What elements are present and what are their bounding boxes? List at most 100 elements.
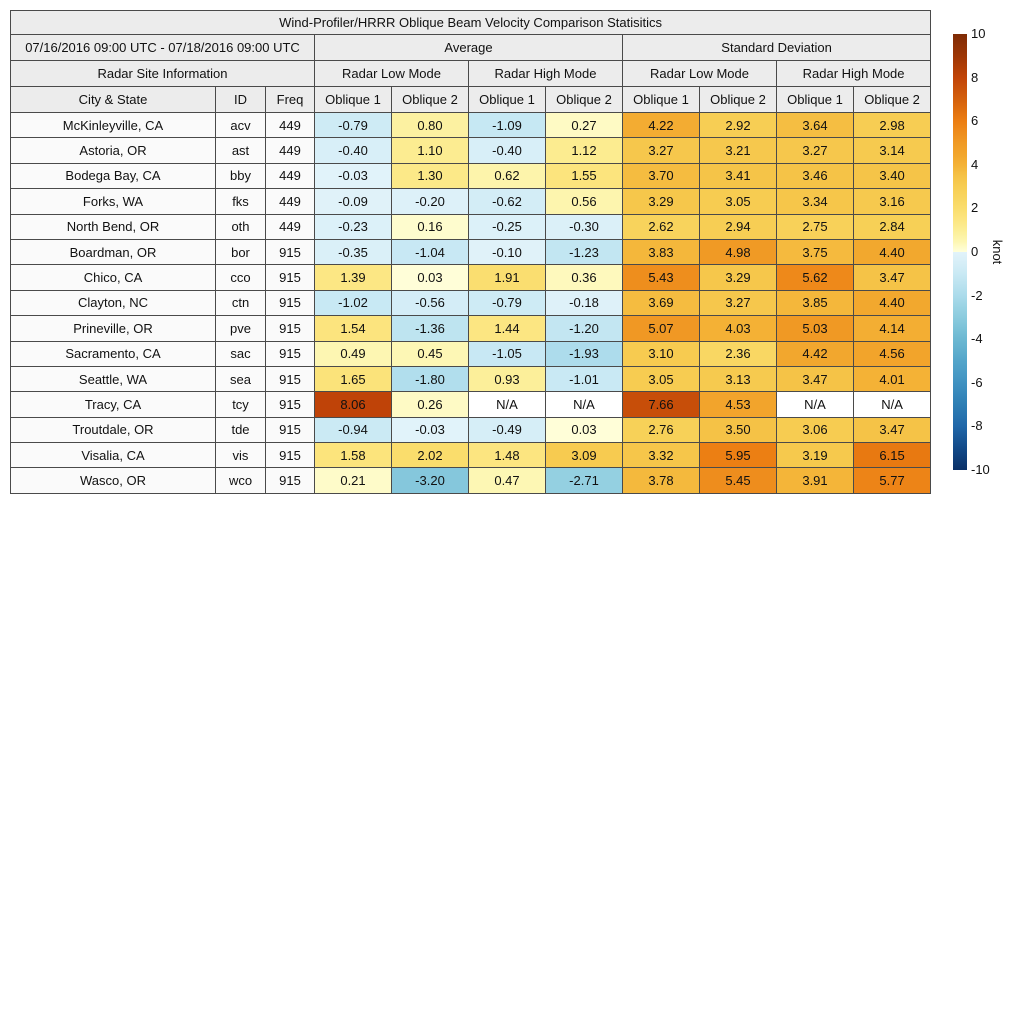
freq-cell: 915 bbox=[265, 467, 315, 494]
table-row: Astoria, OR ast 449 -0.40 1.10 -0.40 1.12 3.27 3… bbox=[10, 137, 932, 164]
value-cell: 3.83 bbox=[622, 238, 700, 266]
value-cell: 2.92 bbox=[699, 111, 777, 139]
value-cell: -1.80 bbox=[391, 365, 469, 393]
city-cell: Forks, WA bbox=[10, 188, 216, 215]
value-cell: 3.69 bbox=[622, 289, 700, 317]
value-cell: 3.05 bbox=[699, 188, 777, 215]
value-cell: 1.58 bbox=[314, 442, 392, 469]
freq-cell: 915 bbox=[265, 365, 315, 393]
value-cell: 5.07 bbox=[622, 315, 700, 342]
value-cell: -0.40 bbox=[314, 137, 392, 164]
value-cell: 0.56 bbox=[545, 188, 623, 215]
table-row: Bodega Bay, CA bby 449 -0.03 1.30 0.62 1.55 3.7… bbox=[10, 162, 932, 190]
id-cell: sac bbox=[215, 340, 266, 367]
value-cell: 5.77 bbox=[852, 467, 932, 494]
value-cell: -1.20 bbox=[545, 315, 623, 342]
table-row: Troutdale, OR tde 915 -0.94 -0.03 -0.49 0.03 2.… bbox=[10, 416, 932, 444]
mode-header-row: Radar Site Information Radar Low Mode Ra… bbox=[10, 60, 932, 87]
freq-cell: 449 bbox=[265, 137, 315, 164]
oblique2-header: Oblique 2 bbox=[545, 86, 623, 113]
value-cell: 3.47 bbox=[852, 416, 932, 444]
value-cell: 3.34 bbox=[776, 188, 854, 215]
city-cell: Clayton, NC bbox=[10, 289, 216, 317]
id-cell: pve bbox=[215, 315, 266, 342]
oblique1-header: Oblique 1 bbox=[622, 86, 700, 113]
value-cell: -1.01 bbox=[545, 365, 623, 393]
value-cell: -0.35 bbox=[314, 238, 392, 266]
figure-title: Wind-Profiler/HRRR Oblique Beam Velocity… bbox=[9, 10, 932, 35]
table-row: Clayton, NC ctn 915 -1.02 -0.56 -0.79 -0.18 3.6… bbox=[10, 289, 932, 317]
value-cell: 0.21 bbox=[314, 467, 392, 494]
value-cell: 2.98 bbox=[852, 111, 932, 139]
value-cell: -0.10 bbox=[468, 238, 546, 266]
id-cell: tcy bbox=[215, 391, 266, 418]
std-high-mode-header: Radar High Mode bbox=[775, 60, 932, 87]
value-cell: 4.14 bbox=[852, 315, 932, 342]
value-cell: 3.40 bbox=[852, 162, 932, 190]
value-cell: 2.84 bbox=[852, 213, 932, 240]
station-rows: McKinleyville, CA acv 449 -0.79 0.80 -1.09 0.2… bbox=[10, 111, 932, 494]
value-cell: 0.03 bbox=[391, 264, 469, 291]
value-cell: 3.27 bbox=[776, 137, 854, 164]
id-cell: fks bbox=[215, 188, 266, 215]
oblique2-header: Oblique 2 bbox=[699, 86, 777, 113]
id-cell: tde bbox=[215, 416, 266, 444]
value-cell: 2.36 bbox=[699, 340, 777, 367]
freq-cell: 915 bbox=[265, 442, 315, 469]
value-cell: 3.29 bbox=[699, 264, 777, 291]
value-cell: 5.43 bbox=[622, 264, 700, 291]
value-cell: 3.06 bbox=[776, 416, 854, 444]
table-row: Visalia, CA vis 915 1.58 2.02 1.48 3.09 3.32 5.9… bbox=[10, 442, 932, 469]
value-cell: 0.36 bbox=[545, 264, 623, 291]
colorbar-tick-label: 4 bbox=[971, 156, 979, 172]
value-cell: 0.03 bbox=[545, 416, 623, 444]
value-cell: -2.71 bbox=[545, 467, 623, 494]
value-cell: 3.64 bbox=[776, 111, 854, 139]
city-cell: Boardman, OR bbox=[10, 238, 216, 266]
colorbar-tick-label: -2 bbox=[971, 287, 983, 303]
colorbar-axis-label: knot bbox=[990, 239, 1005, 265]
freq-cell: 915 bbox=[265, 391, 315, 418]
value-cell: 1.30 bbox=[391, 162, 469, 190]
city-cell: Troutdale, OR bbox=[10, 416, 216, 444]
id-cell: ctn bbox=[215, 289, 266, 317]
value-cell: -0.18 bbox=[545, 289, 623, 317]
freq-cell: 915 bbox=[265, 416, 315, 444]
value-cell: -1.23 bbox=[545, 238, 623, 266]
value-cell: 3.75 bbox=[776, 238, 854, 266]
table-row: Boardman, OR bor 915 -0.35 -1.04 -0.10 -1.23 3.… bbox=[10, 238, 932, 266]
value-cell: -1.02 bbox=[314, 289, 392, 317]
value-cell: 3.09 bbox=[545, 442, 623, 469]
value-cell: 0.49 bbox=[314, 340, 392, 367]
title-row: Wind-Profiler/HRRR Oblique Beam Velocity… bbox=[9, 10, 932, 35]
value-cell: 0.26 bbox=[391, 391, 469, 418]
freq-cell: 915 bbox=[265, 238, 315, 266]
value-cell: 2.94 bbox=[699, 213, 777, 240]
colorbar-tick-label: -10 bbox=[971, 462, 990, 477]
value-cell: 3.05 bbox=[622, 365, 700, 393]
city-cell: Bodega Bay, CA bbox=[10, 162, 216, 190]
city-cell: Wasco, OR bbox=[10, 467, 216, 494]
value-cell: 4.40 bbox=[852, 238, 932, 266]
value-cell: 3.85 bbox=[776, 289, 854, 317]
freq-cell: 449 bbox=[265, 111, 315, 139]
value-cell: 4.40 bbox=[852, 289, 932, 317]
value-cell: 4.03 bbox=[699, 315, 777, 342]
colorbar-tick-label: 8 bbox=[971, 69, 979, 85]
value-cell: N/A bbox=[545, 391, 623, 418]
oblique2-header: Oblique 2 bbox=[852, 86, 932, 113]
colorbar-tick-label: -6 bbox=[971, 374, 983, 390]
colorbar-tick-label: 2 bbox=[971, 200, 979, 216]
id-cell: ast bbox=[215, 137, 266, 164]
std-low-mode-header: Radar Low Mode bbox=[622, 60, 777, 87]
id-cell: sea bbox=[215, 365, 266, 393]
radar-site-information-header: Radar Site Information bbox=[10, 60, 315, 87]
colorbar-tick-label: 10 bbox=[971, 26, 986, 41]
value-cell: 1.55 bbox=[545, 162, 623, 190]
freq-cell: 449 bbox=[265, 188, 315, 215]
table-row: Sacramento, CA sac 915 0.49 0.45 -1.05 -1.93 3.… bbox=[10, 340, 932, 367]
value-cell: 3.27 bbox=[699, 289, 777, 317]
value-cell: 3.91 bbox=[776, 467, 854, 494]
table-row: Chico, CA cco 915 1.39 0.03 1.91 0.36 5.43 3.29 5… bbox=[10, 264, 932, 291]
